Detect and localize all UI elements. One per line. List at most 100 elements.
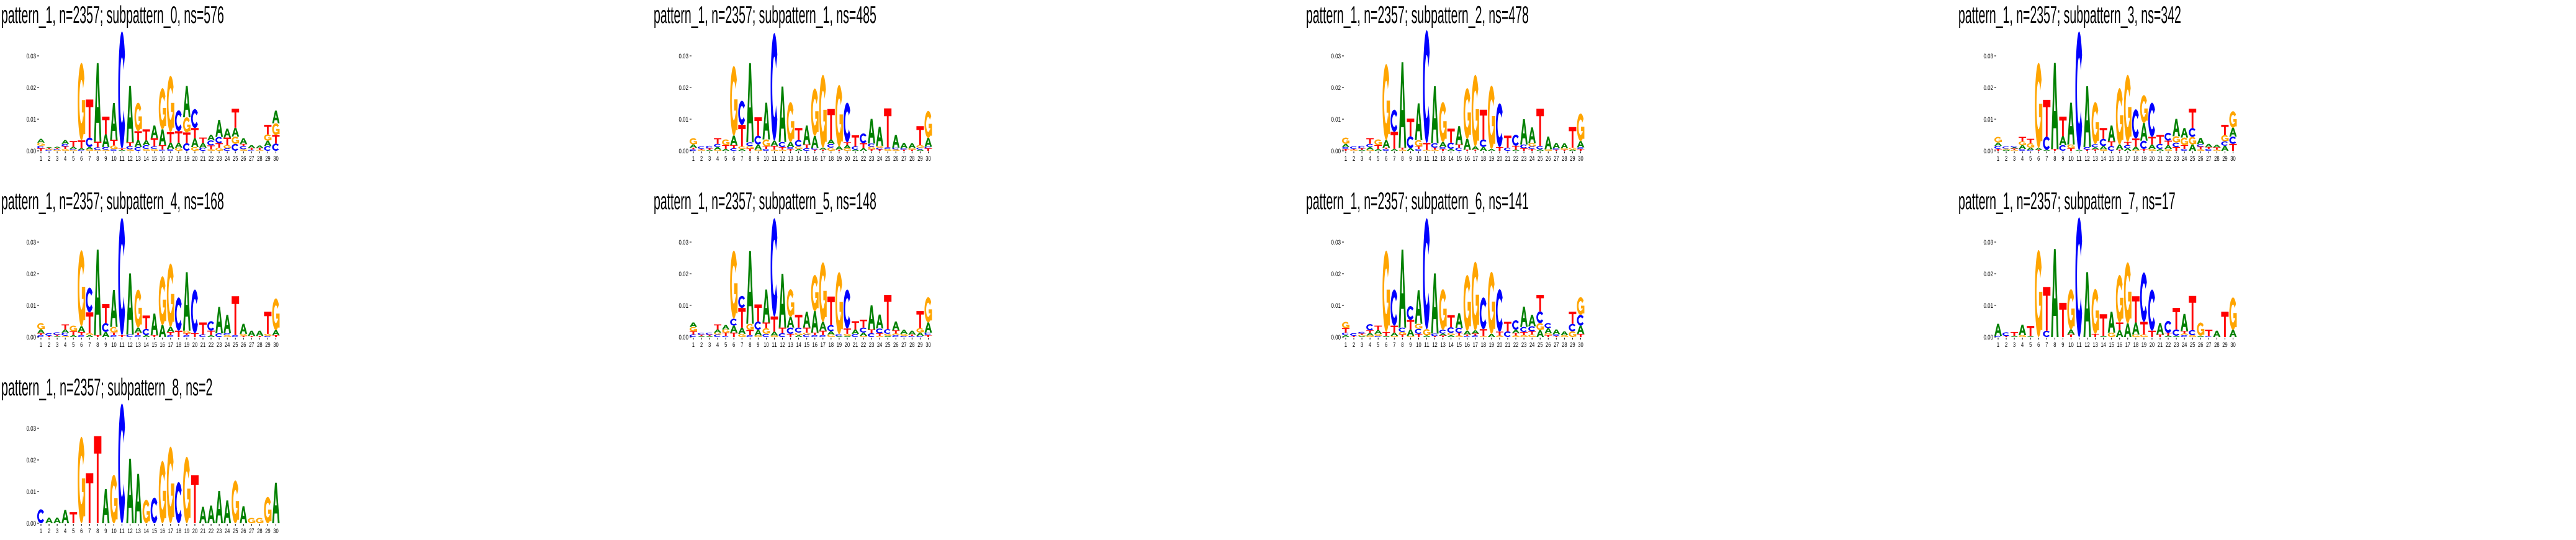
logo-letter-c bbox=[1390, 109, 1398, 132]
letter-c-shape bbox=[924, 332, 932, 335]
letter-c-shape bbox=[45, 333, 52, 336]
logo-letter-t bbox=[1431, 336, 1439, 337]
logo-letter-t bbox=[2132, 296, 2140, 323]
letter-g-shape bbox=[1500, 336, 1503, 337]
letter-g-shape bbox=[81, 478, 86, 516]
logo-letter-t bbox=[94, 335, 102, 337]
logo-letter-a bbox=[1544, 137, 1552, 150]
logo-letter-a bbox=[1358, 150, 1366, 151]
logo-letter-c bbox=[730, 148, 737, 151]
logo-letter-c bbox=[876, 328, 883, 333]
logo-letter-g bbox=[2011, 150, 2019, 151]
x-tick-label: 18 bbox=[2133, 155, 2138, 163]
logo-position-stack bbox=[240, 323, 248, 337]
letter-c-shape bbox=[827, 143, 834, 148]
logo-letter-a bbox=[223, 500, 232, 523]
letter-g-shape bbox=[701, 150, 706, 151]
logo-letter-c bbox=[1463, 335, 1470, 337]
logo-letter-a bbox=[272, 482, 280, 523]
letter-c-shape bbox=[811, 335, 818, 337]
logo-letter-c bbox=[2148, 289, 2155, 331]
logo-letter-g bbox=[174, 147, 182, 151]
logo-position-stack bbox=[730, 66, 738, 151]
x-tick-label: 4 bbox=[1369, 341, 1371, 349]
letter-g-shape bbox=[921, 146, 924, 148]
logo-letter-a bbox=[142, 335, 150, 337]
logo-letter-t bbox=[706, 148, 714, 150]
logo-letter-t bbox=[1512, 333, 1520, 336]
letter-g-shape bbox=[1544, 333, 1552, 335]
logo-letter-g bbox=[2213, 149, 2221, 151]
logo-position-stack bbox=[223, 500, 232, 523]
logo-letter-g bbox=[248, 518, 256, 523]
logo-letter-t bbox=[876, 333, 884, 336]
letter-t-shape bbox=[174, 131, 182, 143]
letter-g-shape bbox=[2213, 149, 2220, 151]
logo-position-stack bbox=[1471, 261, 1479, 337]
letter-a-shape bbox=[1423, 335, 1431, 337]
letter-t-shape bbox=[199, 137, 207, 143]
logo-letter-g bbox=[2115, 88, 2123, 145]
letter-c-shape bbox=[182, 143, 190, 151]
logo-letter-c bbox=[706, 332, 713, 335]
x-tick-label: 8 bbox=[1401, 155, 1403, 163]
x-tick-label: 29 bbox=[2222, 155, 2227, 163]
logo-letter-a bbox=[730, 135, 738, 145]
logo-letter-c bbox=[2156, 143, 2163, 149]
x-tick-label: 21 bbox=[853, 155, 858, 163]
letter-a-shape bbox=[1390, 148, 1398, 151]
letter-g-shape bbox=[259, 150, 264, 151]
letter-c-shape bbox=[2140, 140, 2147, 149]
logo-letter-c bbox=[142, 145, 150, 149]
letter-t-shape bbox=[102, 116, 110, 135]
letter-g-shape bbox=[97, 150, 102, 151]
letter-g-shape bbox=[1577, 113, 1584, 142]
logo-letter-a bbox=[924, 138, 932, 147]
letter-c-shape bbox=[803, 148, 810, 151]
letter-g-shape bbox=[223, 335, 230, 337]
logo-position-stack bbox=[884, 295, 892, 337]
logo-letter-t bbox=[852, 321, 859, 330]
logo-letter-c bbox=[1358, 145, 1365, 148]
logo-position-stack bbox=[1350, 333, 1358, 337]
letter-g-shape bbox=[2200, 150, 2205, 151]
letter-t-shape bbox=[2156, 334, 2164, 337]
letter-t-shape bbox=[860, 143, 868, 148]
panel-title: pattern_1, n=2357; subpattern_3, ns=342 bbox=[1958, 2, 2181, 29]
letter-g-shape bbox=[835, 272, 842, 335]
x-tick-label: 15 bbox=[152, 341, 157, 349]
logo-letter-a bbox=[2011, 335, 2019, 337]
logo-letter-a bbox=[827, 139, 835, 144]
letter-t-shape bbox=[1512, 145, 1520, 150]
letter-g-shape bbox=[223, 145, 230, 148]
x-tick-label: 27 bbox=[249, 341, 254, 349]
logo-position-stack bbox=[1431, 86, 1439, 151]
logo-position-stack bbox=[272, 298, 280, 337]
logo-letter-c bbox=[2181, 335, 2187, 337]
logo-letter-g bbox=[158, 276, 166, 325]
x-tick-label: 28 bbox=[257, 155, 262, 163]
logo-letter-c bbox=[916, 335, 924, 337]
letter-c-shape bbox=[2083, 146, 2091, 150]
logo-letter-c bbox=[174, 110, 182, 132]
x-tick-label: 23 bbox=[217, 528, 222, 535]
letter-a-shape bbox=[835, 336, 843, 337]
logo-letter-a bbox=[1471, 146, 1479, 150]
logo-letter-a bbox=[53, 336, 61, 337]
logo-letter-a bbox=[1528, 127, 1536, 143]
letter-g-shape bbox=[191, 146, 198, 151]
letter-t-shape bbox=[126, 142, 134, 146]
letter-t-shape bbox=[916, 311, 924, 328]
logo-position-stack bbox=[835, 84, 843, 151]
logo-letter-t bbox=[86, 312, 94, 333]
letter-g-shape bbox=[767, 331, 770, 334]
letter-t-shape bbox=[868, 149, 876, 151]
x-tick-label: 15 bbox=[152, 528, 157, 535]
logo-letter-t bbox=[1560, 149, 1569, 151]
logo-letter-c bbox=[1439, 146, 1446, 149]
letter-a-shape bbox=[2123, 148, 2132, 151]
x-tick-label: 2 bbox=[700, 155, 703, 163]
logo-letter-a bbox=[2123, 148, 2132, 151]
letter-c-shape bbox=[223, 148, 230, 151]
logo-position-stack bbox=[223, 315, 232, 337]
